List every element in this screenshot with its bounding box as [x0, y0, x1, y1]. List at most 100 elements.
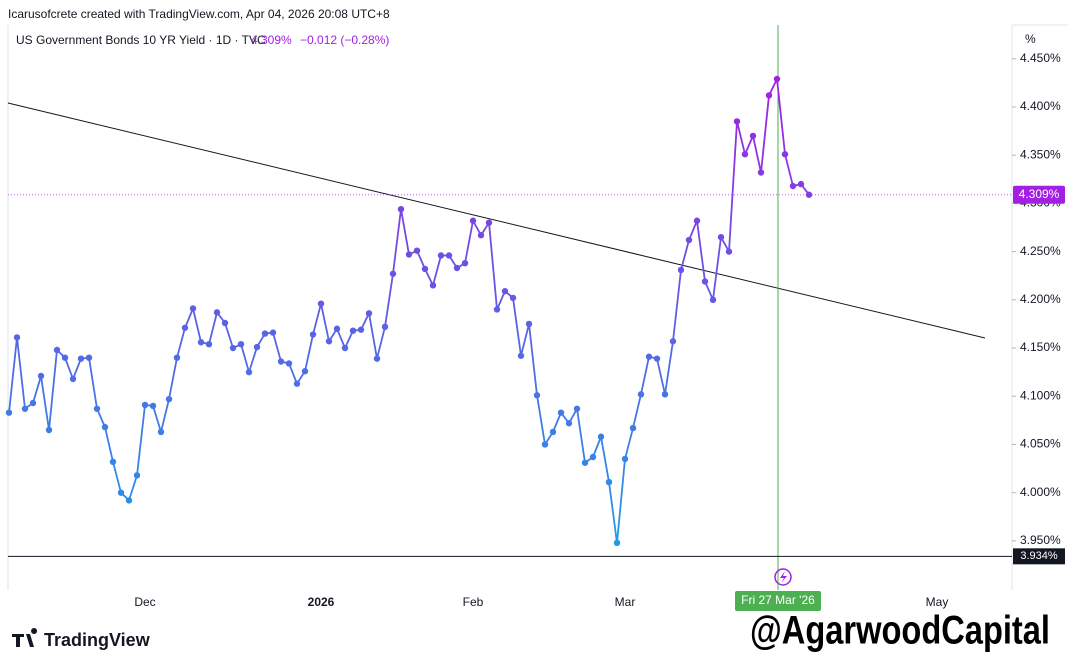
y-tick-label: 4.350% [1020, 147, 1061, 161]
data-point [317, 300, 325, 307]
y-tick-label: 4.100% [1020, 388, 1061, 402]
data-point [349, 327, 357, 334]
data-point [781, 151, 789, 158]
x-tick-label: Dec [134, 595, 155, 609]
data-point [645, 353, 653, 360]
data-point [45, 426, 53, 434]
data-point [77, 355, 85, 362]
data-point [133, 472, 141, 479]
data-point [413, 247, 421, 254]
data-point [741, 151, 749, 158]
data-point [61, 354, 69, 361]
data-point [109, 458, 117, 466]
y-tick-label: 4.450% [1020, 51, 1061, 65]
data-point [525, 320, 533, 328]
series-line [8, 78, 810, 544]
data-point [613, 539, 621, 547]
symbol: US Government Bonds 10 YR Yield · 1D · T… [16, 33, 266, 47]
data-point [541, 441, 549, 448]
data-point [661, 391, 669, 398]
data-point [733, 118, 741, 125]
data-point [429, 282, 437, 289]
data-point [85, 354, 93, 361]
x-tick-label: May [926, 595, 949, 609]
credit: Icarusofcrete created with TradingView.c… [8, 7, 390, 21]
data-point [605, 478, 613, 486]
data-point [445, 252, 453, 259]
data-point [325, 338, 333, 345]
data-point [309, 331, 317, 338]
watermark: @AgarwoodCapital [750, 609, 1050, 653]
y-tick-label: 4.000% [1020, 485, 1061, 499]
data-point [301, 367, 309, 375]
x-tick-label: Mar [615, 595, 636, 609]
y-tick-label: 4.400% [1020, 99, 1061, 113]
data-point [709, 296, 717, 304]
logo-text: TradingView [44, 630, 151, 650]
data-point [269, 329, 277, 336]
data-point [789, 182, 797, 190]
data-point [277, 358, 285, 365]
data-point [493, 306, 501, 313]
data-point [677, 266, 685, 274]
y-tick-label: 4.150% [1020, 340, 1061, 354]
change: −0.012 (−0.28%) [300, 33, 389, 47]
data-point [581, 459, 589, 466]
data-point [333, 325, 341, 332]
data-point [149, 402, 157, 410]
data-point [773, 75, 781, 83]
data-point [197, 339, 205, 346]
data-point [221, 319, 229, 327]
crosshair-box [735, 591, 821, 611]
hline-label: 3.934% [1020, 550, 1058, 562]
y-tick-label: 3.950% [1020, 533, 1061, 547]
data-point [637, 391, 645, 398]
data-point [285, 360, 293, 367]
y-tick-label: 4.250% [1020, 244, 1061, 258]
data-point [141, 401, 149, 409]
data-point [421, 265, 429, 273]
data-point [557, 409, 565, 416]
data-point [725, 248, 733, 255]
data-point [357, 326, 365, 333]
data-point [485, 219, 493, 226]
data-point [757, 169, 765, 176]
y-unit: % [1025, 32, 1036, 46]
crosshair-label: Fri 27 Mar '26 [741, 593, 815, 607]
data-point [469, 217, 477, 224]
data-point [373, 355, 381, 362]
data-point [389, 270, 397, 277]
data-point [205, 340, 213, 348]
data-point [629, 424, 637, 432]
y-tick-label: 4.200% [1020, 292, 1061, 306]
trend-line [7, 102, 986, 339]
data-point [237, 340, 245, 348]
plot: 3.950% 4.000% 4.050% 4.100% 4.150% 4.200% 4.25… [5, 51, 1065, 609]
data-point [117, 489, 125, 496]
data-point [669, 338, 677, 345]
data-point [549, 428, 557, 436]
data-point [461, 259, 469, 267]
data-point [589, 453, 597, 461]
data-point [213, 309, 221, 316]
data-point [653, 355, 661, 362]
data-point [565, 420, 573, 427]
data-point [189, 305, 197, 312]
data-point [365, 310, 373, 317]
price-label: 4.309% [1019, 187, 1060, 201]
data-point [125, 497, 133, 504]
data-point [69, 375, 77, 383]
data-point [533, 392, 541, 399]
data-point [157, 428, 165, 436]
data-point [101, 423, 109, 431]
data-point [93, 405, 101, 412]
data-point [181, 324, 189, 331]
event-icon[interactable] [774, 568, 792, 586]
logo-mark [12, 628, 38, 647]
data-point [13, 334, 21, 341]
data-point [261, 330, 269, 337]
x-tick-label: Feb [463, 595, 484, 609]
y-tick-label: 4.050% [1020, 437, 1061, 451]
x-tick-label: 2026 [308, 595, 335, 609]
